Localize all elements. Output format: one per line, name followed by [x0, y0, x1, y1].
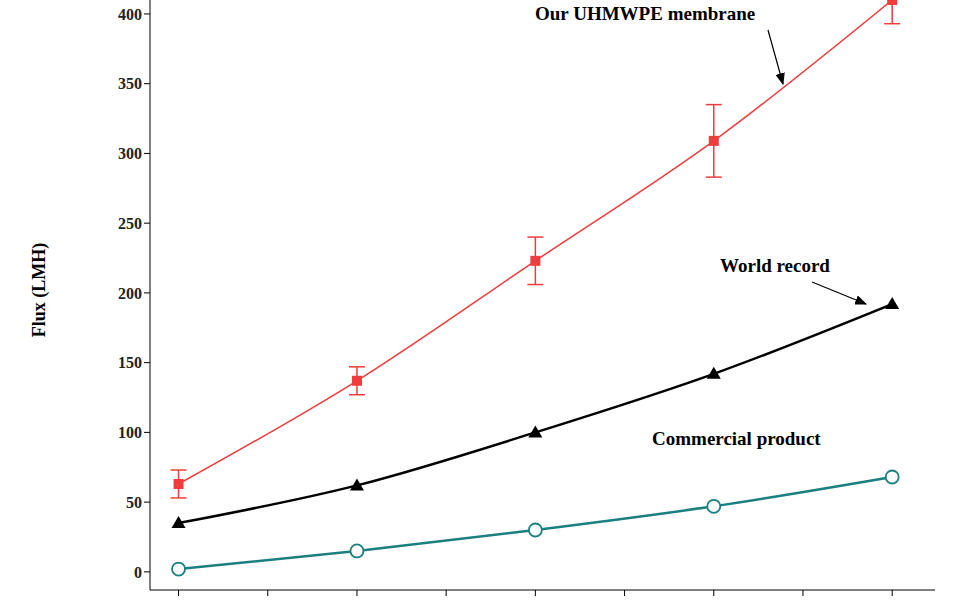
svg-text:50: 50: [126, 494, 142, 511]
svg-text:Commercial product: Commercial product: [652, 428, 821, 449]
svg-text:300: 300: [118, 145, 142, 162]
svg-text:World record: World record: [720, 255, 830, 276]
svg-text:400: 400: [118, 6, 142, 23]
svg-text:Our UHMWPE membrane: Our UHMWPE membrane: [535, 3, 755, 24]
svg-text:Flux (LMH): Flux (LMH): [29, 243, 50, 338]
svg-text:200: 200: [118, 285, 142, 302]
svg-text:350: 350: [118, 75, 142, 92]
svg-text:250: 250: [118, 215, 142, 232]
svg-text:150: 150: [118, 354, 142, 371]
svg-text:0: 0: [134, 564, 142, 581]
svg-text:100: 100: [118, 424, 142, 441]
